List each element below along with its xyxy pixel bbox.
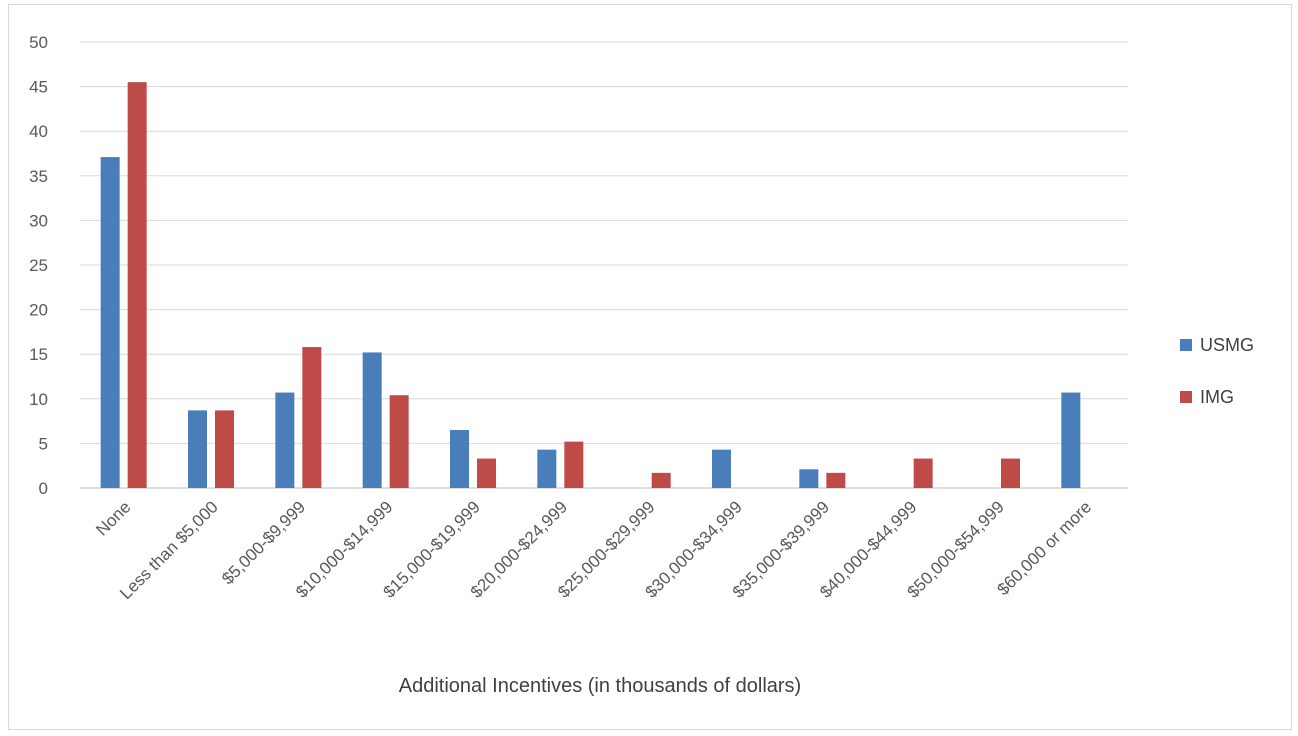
bar-usmg-2 xyxy=(275,392,295,488)
legend-label-img: IMG xyxy=(1200,387,1234,407)
y-tick-label: 15 xyxy=(29,345,48,364)
x-tick-label: $5,000-$9,999 xyxy=(218,497,309,588)
bar-img-1 xyxy=(215,410,234,488)
bar-usmg-5 xyxy=(537,449,557,488)
bar-img-9 xyxy=(913,458,933,488)
legend-label-usmg: USMG xyxy=(1200,335,1254,355)
y-tick-label: 25 xyxy=(29,256,48,275)
legend-swatch-usmg xyxy=(1180,339,1192,351)
x-tick-label: None xyxy=(92,497,134,539)
bar-usmg-8 xyxy=(799,469,819,488)
bar-img-5 xyxy=(564,441,584,488)
chart-frame xyxy=(8,4,1292,730)
bar-img-10 xyxy=(1001,458,1020,488)
bar-img-0 xyxy=(127,82,147,488)
x-tick-label: $60,000 or more xyxy=(994,497,1096,599)
bar-img-8 xyxy=(826,472,846,488)
bar-img-3 xyxy=(389,395,409,488)
bar-img-2 xyxy=(302,347,322,488)
y-tick-label: 10 xyxy=(29,390,48,409)
y-tick-label: 35 xyxy=(29,167,48,186)
bar-img-4 xyxy=(477,458,496,488)
bar-usmg-3 xyxy=(362,352,382,488)
y-tick-label: 30 xyxy=(29,211,48,230)
legend-swatch-img xyxy=(1180,391,1192,403)
bar-usmg-11 xyxy=(1061,392,1081,488)
gridlines xyxy=(80,41,1128,489)
x-axis-label: Additional Incentives (in thousands of d… xyxy=(399,675,801,697)
y-tick-label: 50 xyxy=(29,33,48,52)
y-tick-label: 5 xyxy=(39,434,48,453)
bars xyxy=(100,82,1081,488)
bar-usmg-7 xyxy=(712,449,731,488)
y-tick-label: 40 xyxy=(29,122,48,141)
y-tick-label: 45 xyxy=(29,78,48,97)
y-axis-ticks: 0 5 10 15 20 25 30 35 40 45 50 xyxy=(29,33,48,498)
bar-usmg-0 xyxy=(100,157,120,488)
x-tick-label: $50,000-$54,999 xyxy=(903,497,1007,601)
y-tick-label: 0 xyxy=(39,479,48,498)
y-tick-label: 20 xyxy=(29,301,48,320)
bar-usmg-4 xyxy=(450,430,469,488)
bar-img-6 xyxy=(651,472,671,488)
legend: USMG IMG xyxy=(1180,335,1254,407)
bar-usmg-1 xyxy=(188,410,207,488)
